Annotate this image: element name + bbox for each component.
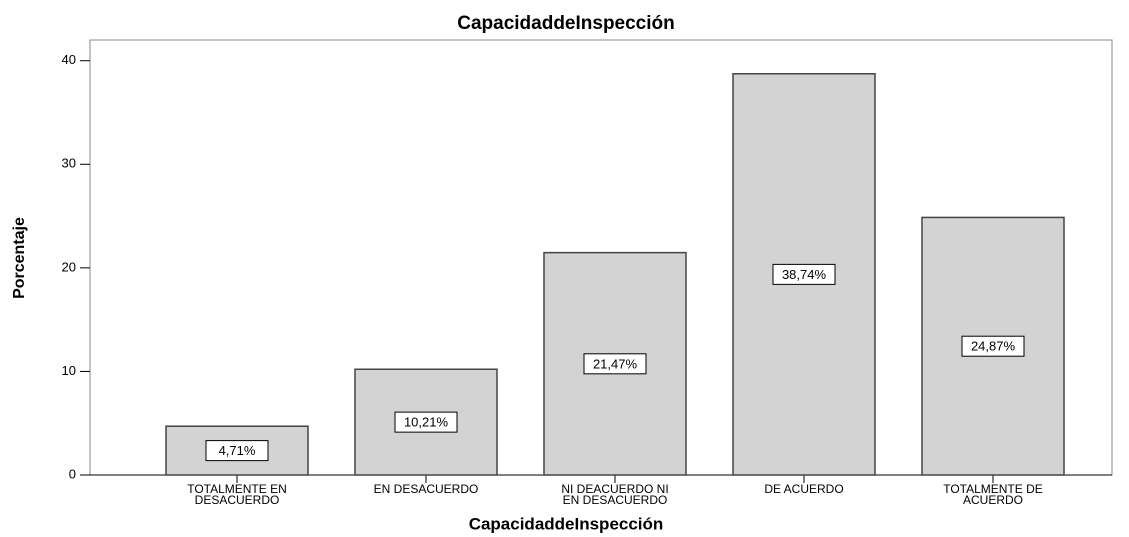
value-label: 21,47% bbox=[593, 356, 638, 371]
y-tick-label: 40 bbox=[62, 52, 76, 67]
y-axis-label: Porcentaje bbox=[11, 217, 28, 299]
x-tick-label: EN DESACUERDO bbox=[373, 484, 479, 496]
x-tick-label-box: TOTALMENTE DE ACUERDO bbox=[943, 484, 1043, 507]
x-tick-label-box: TOTALMENTE EN DESACUERDO bbox=[187, 484, 287, 507]
x-tick-label-box: EN DESACUERDO bbox=[373, 484, 479, 496]
x-tick-label: DE ACUERDO bbox=[764, 484, 844, 496]
x-tick-label-box: DE ACUERDO bbox=[764, 484, 844, 496]
x-tick-label-box: NI DEACUERDO NI EN DESACUERDO bbox=[561, 484, 669, 507]
y-tick-label: 20 bbox=[62, 259, 76, 274]
x-tick-label: TOTALMENTE DE ACUERDO bbox=[943, 484, 1043, 507]
x-axis-label: CapacidaddeInspección bbox=[469, 514, 664, 533]
value-label-box bbox=[583, 353, 647, 375]
value-label: 24,87% bbox=[971, 339, 1016, 354]
value-label-box bbox=[394, 411, 458, 433]
x-tick-label: TOTALMENTE EN DESACUERDO bbox=[187, 484, 287, 507]
value-label: 38,74% bbox=[782, 267, 827, 282]
y-tick-label: 30 bbox=[62, 156, 76, 171]
value-label-box bbox=[205, 440, 269, 462]
value-label: 10,21% bbox=[404, 415, 449, 430]
y-tick-label: 10 bbox=[62, 363, 76, 378]
x-tick-label: NI DEACUERDO NI EN DESACUERDO bbox=[561, 484, 669, 507]
value-label-box bbox=[772, 263, 836, 285]
chart-title: CapacidaddeInspección bbox=[457, 13, 675, 34]
value-label-box bbox=[961, 335, 1025, 357]
value-label: 4,71% bbox=[219, 443, 256, 458]
y-tick-label: 0 bbox=[69, 466, 76, 481]
